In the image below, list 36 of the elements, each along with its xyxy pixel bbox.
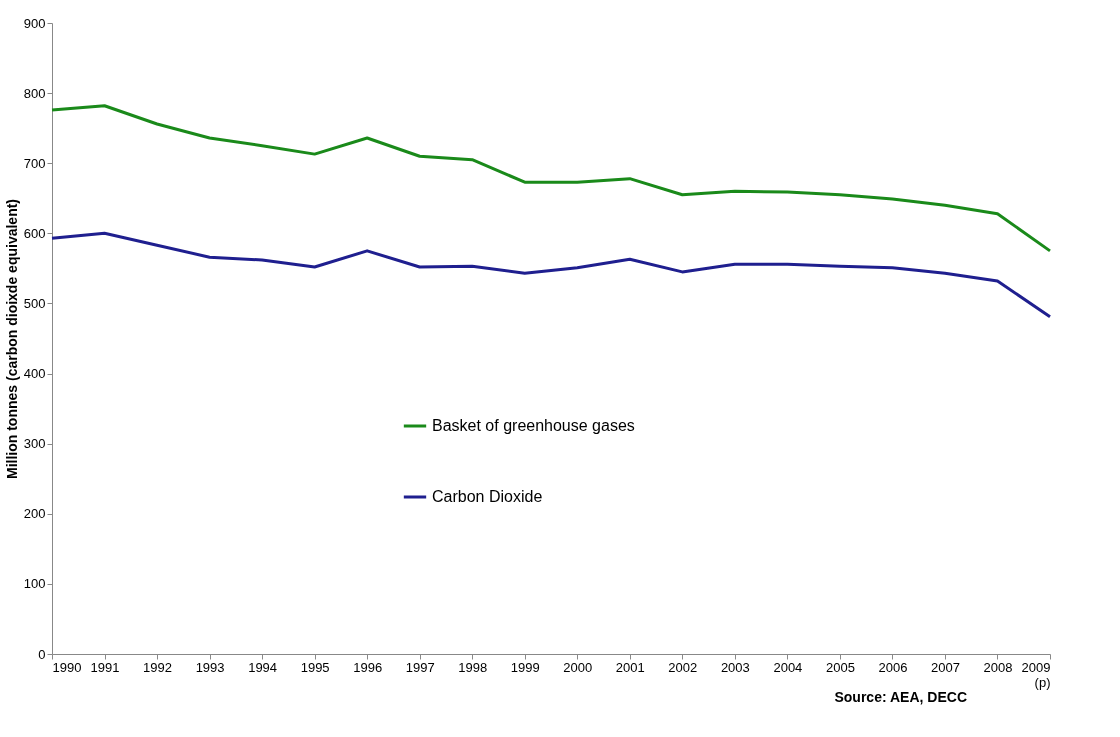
x-tick-label: 2002 bbox=[668, 659, 698, 675]
y-tick-label: 500 bbox=[23, 295, 46, 311]
x-tick-label: 2008 bbox=[983, 659, 1013, 675]
y-tick-label: 400 bbox=[23, 366, 46, 382]
y-tick-label: 800 bbox=[23, 85, 46, 101]
y-tick-label: 200 bbox=[23, 506, 46, 522]
x-tick-label: 2007 bbox=[930, 659, 960, 675]
y-tick-label: 100 bbox=[23, 576, 46, 592]
y-tick-label: 700 bbox=[23, 155, 46, 171]
x-tick-label: 2009 (p) bbox=[1021, 659, 1051, 690]
x-tick-label: 1998 bbox=[458, 659, 488, 675]
y-axis-title: Million tonnes (carbon dioixde equivalent) bbox=[3, 198, 20, 480]
x-tick-label: 1991 bbox=[90, 659, 120, 675]
source-note: Source: AEA, DECC bbox=[834, 689, 967, 705]
x-tick-label: 1996 bbox=[353, 659, 383, 675]
x-tick-label: 2006 bbox=[878, 659, 908, 675]
y-tick-label: 600 bbox=[23, 225, 46, 241]
x-tick-label: 2003 bbox=[720, 659, 750, 675]
x-tick-label: 1997 bbox=[405, 659, 435, 675]
x-tick-label: 2004 bbox=[773, 659, 803, 675]
x-tick-label: 2005 bbox=[825, 659, 855, 675]
x-tick-label: 2000 bbox=[563, 659, 593, 675]
line-series bbox=[50, 104, 1052, 253]
x-tick-label: 1990 bbox=[52, 659, 82, 675]
legend-label: Basket of greenhouse gases bbox=[432, 417, 635, 434]
y-tick-label: 900 bbox=[23, 15, 46, 31]
x-tick-label: 1994 bbox=[248, 659, 278, 675]
x-tick-label: 1993 bbox=[195, 659, 225, 675]
x-tick-label: 1992 bbox=[143, 659, 173, 675]
x-tick-label: 2001 bbox=[615, 659, 645, 675]
legend-label: Carbon Dioxide bbox=[432, 488, 543, 505]
y-tick-label: 0 bbox=[38, 646, 46, 662]
line-series bbox=[50, 231, 1052, 319]
y-tick-label: 300 bbox=[23, 436, 46, 452]
x-tick-label: 1999 bbox=[510, 659, 540, 675]
x-tick-label: 1995 bbox=[300, 659, 330, 675]
